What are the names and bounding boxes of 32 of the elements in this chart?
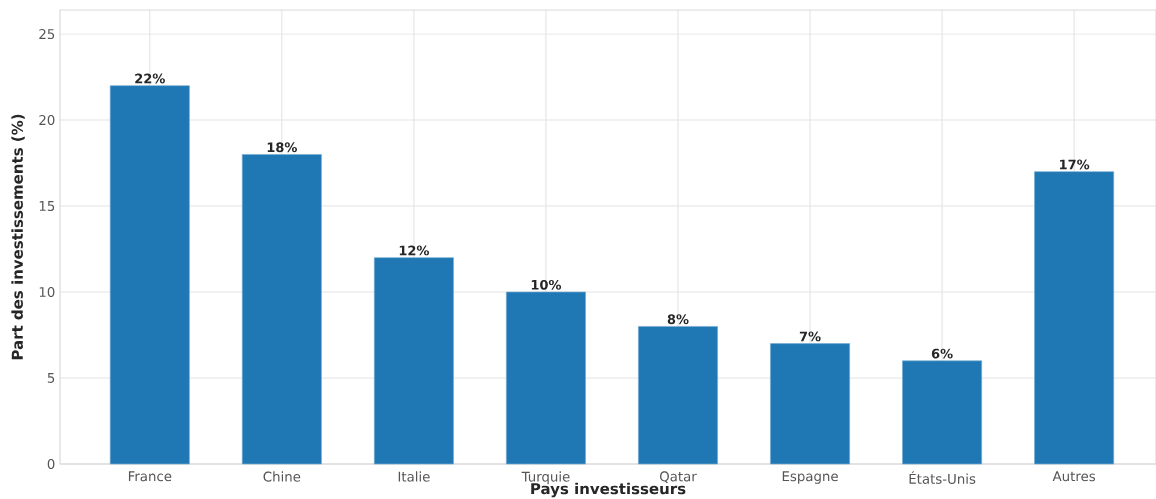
x-axis-title: Pays investisseurs	[531, 482, 686, 498]
data-label: 8%	[667, 314, 689, 325]
data-label: 7%	[799, 331, 821, 342]
x-tick-label: Qatar	[659, 471, 697, 483]
data-label: 6%	[931, 348, 953, 359]
y-tick-label: 5	[47, 373, 55, 383]
x-tick-label: Autres	[1052, 471, 1096, 482]
data-label: 17%	[1060, 159, 1090, 170]
x-tick-label: États-Unis	[909, 471, 976, 484]
bar	[241, 154, 322, 465]
y-tick-label: 10	[39, 286, 55, 298]
x-tick-label: Turquie	[521, 471, 570, 485]
y-tick-label: 25	[39, 29, 55, 40]
y-tick-label: 0	[47, 458, 55, 470]
bar	[505, 291, 586, 465]
bar	[902, 360, 983, 465]
bar	[770, 343, 850, 465]
data-label: 18%	[267, 142, 297, 153]
x-tick-label: France	[128, 471, 172, 482]
y-axis-title: Part des investissements (%)	[11, 114, 25, 360]
x-tick-label: Chine	[263, 471, 301, 482]
bar	[373, 257, 454, 465]
bar	[1034, 171, 1115, 465]
y-tick-label: 15	[39, 201, 55, 211]
data-label: 10%	[531, 279, 562, 290]
data-label: 22%	[135, 73, 165, 84]
x-tick-label: Italie	[398, 471, 430, 482]
y-tick-label: 20	[39, 114, 55, 126]
x-tick-label: Espagne	[782, 471, 838, 484]
bar	[638, 326, 718, 465]
data-label: 12%	[399, 245, 430, 256]
bar	[109, 85, 190, 465]
